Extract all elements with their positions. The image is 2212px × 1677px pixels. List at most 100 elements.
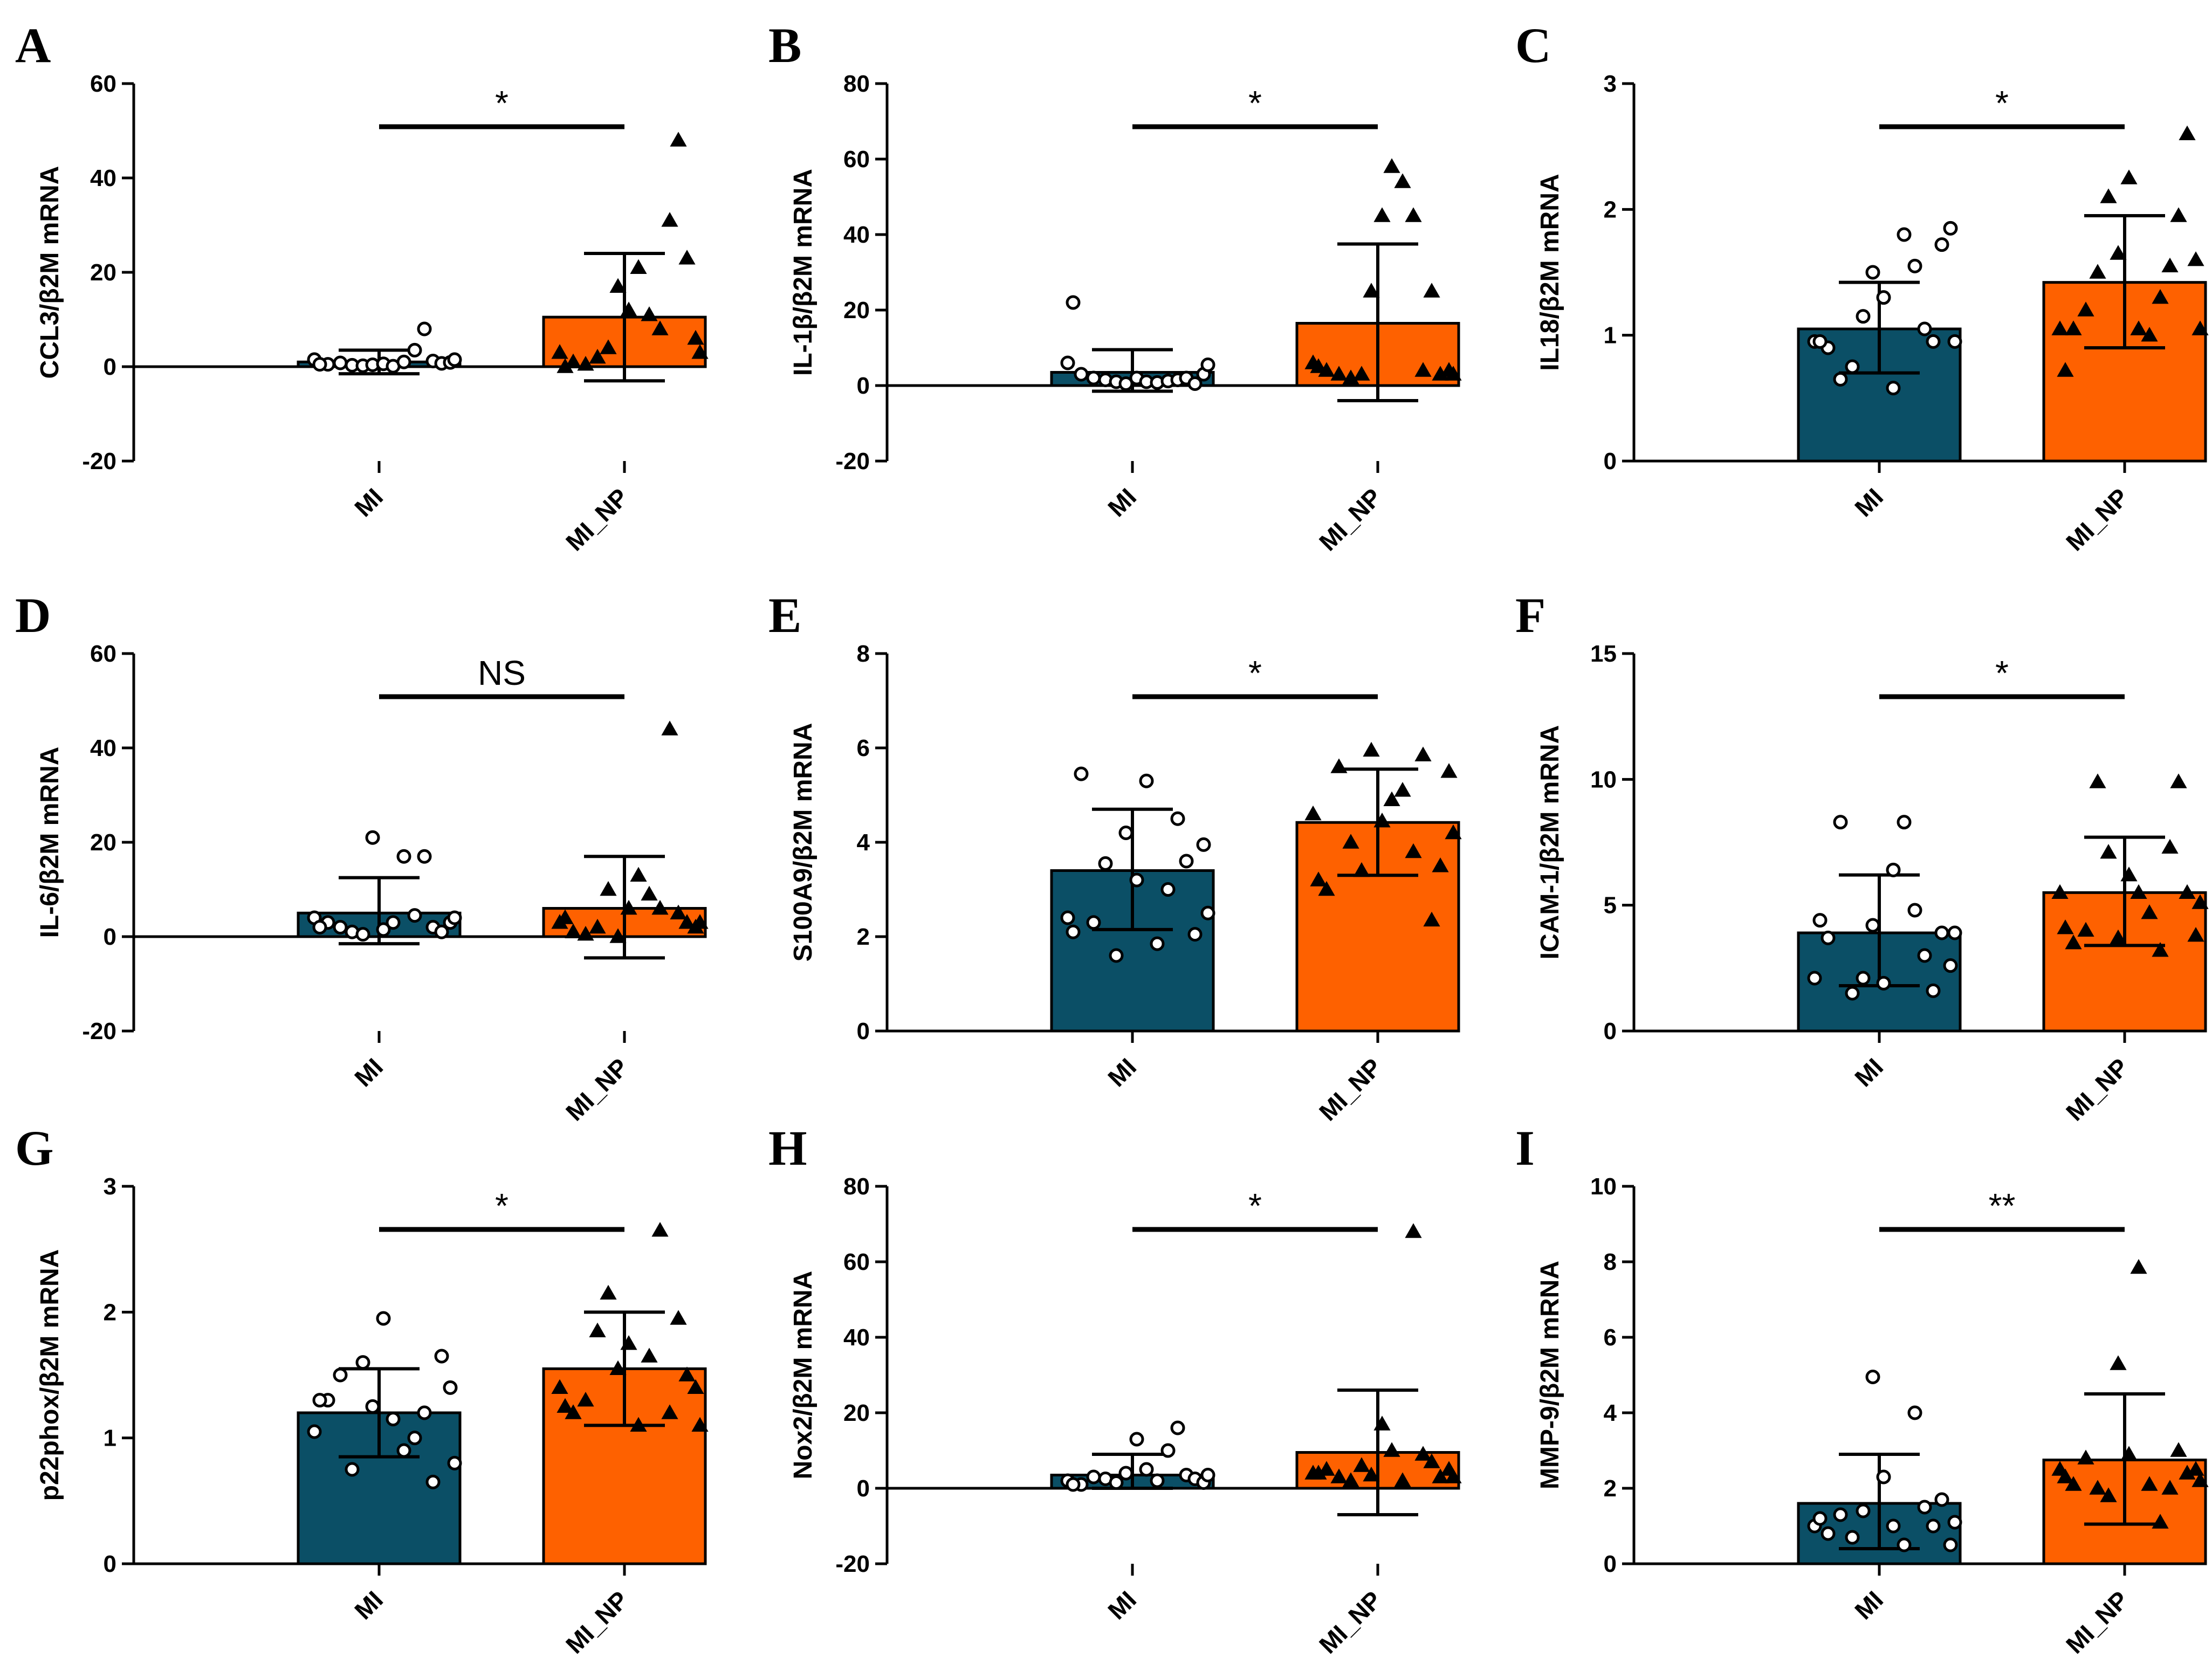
data-point-mi-np	[661, 720, 678, 736]
data-point-mi	[417, 321, 432, 336]
y-tick-label: 4	[1604, 1400, 1617, 1426]
data-point-mi	[1907, 258, 1922, 273]
y-tick-label: 3	[104, 1173, 116, 1200]
data-point-mi	[1821, 930, 1836, 945]
data-point-mi-np	[691, 1417, 709, 1432]
data-point-mi	[1066, 1477, 1081, 1492]
data-point-mi-np	[620, 301, 637, 317]
data-point-mi-np	[661, 212, 678, 227]
data-point-mi	[1943, 958, 1958, 973]
data-point-mi	[1196, 837, 1211, 852]
data-point-mi-np	[2152, 1514, 2169, 1529]
y-tick-label: 8	[857, 641, 870, 667]
data-point-mi-np	[1414, 362, 1432, 377]
data-point-mi-np	[1383, 791, 1400, 806]
y-tick-label: 0	[1604, 1551, 1617, 1577]
data-point-mi-np	[641, 885, 658, 901]
x-category-label: MI	[1849, 1053, 1888, 1092]
y-tick-label: 60	[90, 71, 116, 97]
data-point-mi	[1865, 918, 1880, 933]
data-point-mi-np	[670, 132, 687, 147]
data-point-mi-np	[577, 1392, 594, 1407]
data-point-mi-np	[630, 259, 647, 274]
data-point-mi	[1876, 290, 1891, 305]
chart-panel-c: C 0 1 2 3 IL18/β2M mRNA MI MI_NP *	[1515, 18, 2209, 556]
data-point-mi-np	[687, 1379, 704, 1394]
y-tick-label: 6	[1604, 1324, 1617, 1351]
y-tick-label: 40	[90, 735, 116, 761]
data-point-mi-np	[557, 358, 574, 373]
data-point-mi	[1934, 1492, 1949, 1507]
x-category-label: MI_NP	[1314, 483, 1387, 556]
data-point-mi-np	[670, 1310, 687, 1325]
data-point-mi-np	[2152, 942, 2169, 957]
data-point-mi-np	[1342, 834, 1359, 849]
data-point-mi-np	[1445, 824, 1462, 840]
y-tick-label: 10	[1590, 766, 1617, 793]
data-point-mi-np	[1414, 746, 1432, 761]
data-point-mi-np	[2141, 904, 2158, 919]
y-tick-label: 60	[843, 146, 870, 173]
data-point-mi	[1086, 915, 1101, 930]
data-point-mi	[312, 920, 327, 934]
data-point-mi	[1160, 1443, 1176, 1458]
data-point-mi-np	[2179, 1465, 2196, 1480]
x-category-label: MI_NP	[1314, 1053, 1387, 1126]
data-point-mi-np	[2089, 264, 2106, 279]
y-tick-label: 40	[843, 1324, 870, 1351]
data-point-mi	[1179, 854, 1194, 869]
data-point-mi-np	[2120, 1446, 2138, 1461]
y-tick-label: 15	[1590, 641, 1617, 667]
data-point-mi	[1187, 927, 1203, 942]
data-point-mi-np	[1310, 1465, 1327, 1480]
data-point-mi	[1856, 1503, 1871, 1518]
data-point-mi	[396, 1443, 411, 1458]
data-point-mi-np	[2089, 773, 2106, 788]
data-point-mi-np	[1423, 1453, 1440, 1468]
chart-panel-a: A -20 0 20 40 60 CCL3/β2M mRNA MI MI_NP *	[15, 18, 709, 556]
significance-label: **	[1989, 1186, 2016, 1225]
data-point-mi-np	[1330, 1468, 1348, 1483]
x-category-label: MI	[1102, 483, 1142, 522]
panel-letter: E	[768, 588, 801, 643]
data-point-mi-np	[1373, 1415, 1391, 1431]
chart-panel-d: D -20 0 20 40 60 IL-6/β2M mRNA MI MI_NP NS	[15, 588, 709, 1126]
data-point-mi	[1876, 975, 1891, 991]
data-point-mi-np	[2170, 773, 2187, 788]
data-point-mi	[333, 355, 348, 370]
data-point-mi-np	[2130, 320, 2147, 335]
x-category-label: MI_NP	[560, 1585, 634, 1659]
data-point-mi-np	[2057, 362, 2074, 377]
data-point-mi-np	[2051, 320, 2069, 335]
data-point-mi-np	[1405, 1223, 1422, 1238]
data-point-mi	[1821, 1526, 1836, 1541]
data-point-mi	[1200, 1468, 1215, 1482]
data-point-mi-np	[630, 1417, 647, 1432]
data-point-mi-np	[2077, 1449, 2094, 1465]
data-point-mi	[1118, 1466, 1134, 1481]
y-axis-label: CCL3/β2M mRNA	[36, 166, 64, 379]
data-point-mi-np	[687, 329, 704, 345]
chart-panel-f: F 0 5 10 15 ICAM-1/β2M mRNA MI MI_NP *	[1515, 588, 2209, 1126]
data-point-mi-np	[589, 1322, 606, 1338]
x-category-label: MI	[1849, 483, 1888, 522]
data-point-mi	[1150, 936, 1165, 951]
data-point-mi	[417, 849, 432, 864]
y-tick-label: -20	[835, 448, 870, 475]
data-point-mi-np	[2077, 301, 2094, 317]
data-point-mi-np	[1432, 857, 1449, 872]
x-category-label: MI_NP	[2060, 1053, 2134, 1126]
data-point-mi	[1086, 1469, 1101, 1484]
data-point-mi-np	[678, 914, 696, 929]
data-point-mi-np	[1432, 366, 1449, 381]
data-point-mi	[1060, 910, 1075, 925]
data-point-mi	[1074, 766, 1089, 781]
data-point-mi-np	[691, 914, 709, 929]
panel-letter: B	[768, 18, 801, 73]
data-point-mi	[1129, 872, 1144, 888]
y-tick-label: -20	[82, 1018, 116, 1044]
data-point-mi	[1066, 924, 1081, 939]
data-point-mi-np	[2057, 919, 2074, 934]
data-point-mi	[1150, 1473, 1165, 1488]
